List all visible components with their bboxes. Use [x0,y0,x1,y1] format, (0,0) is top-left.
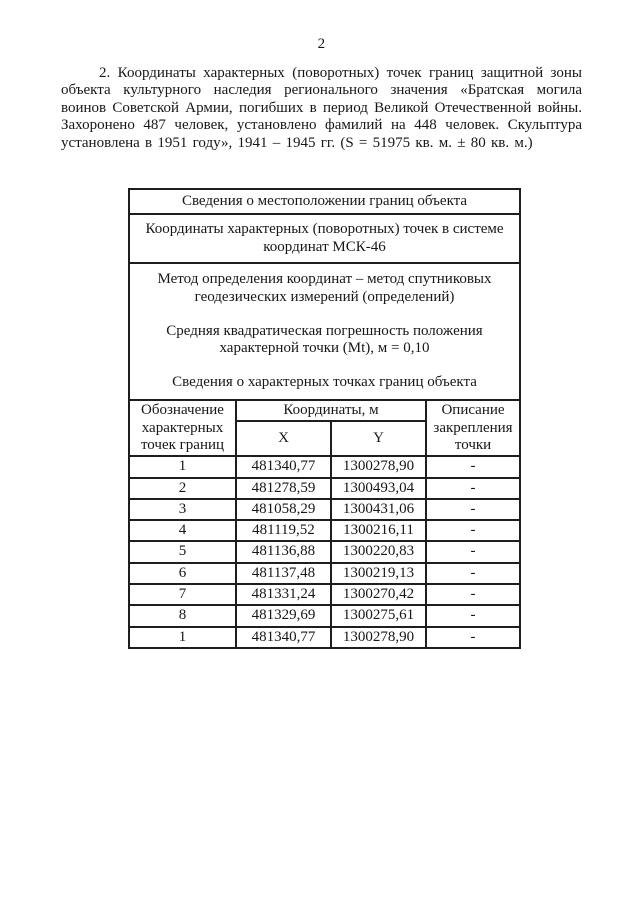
table-title-cell: Сведения о местоположении границ объекта [127,188,522,215]
table-title-row: Сведения о местоположении границ объекта [127,188,522,215]
boundaries-table-wrap: Сведения о местоположении границ объекта… [127,188,522,649]
description-cell: - [424,476,522,500]
point-row: 1 481340,77 1300278,90 - [128,455,522,479]
method-text: Метод определения координат – метод спут… [157,271,492,305]
point-number-cell: 4 [128,519,237,543]
x-coordinate-cell: 481119,52 [235,519,332,543]
header-y-cell: Y [330,420,427,458]
description-cell: - [424,625,522,649]
header-coordinates-cell: Координаты, м [235,398,427,423]
header-designation-cell: Обозначение характерных точек границ [128,398,237,458]
table-header-row-1: Обозначение характерных точек границ Коо… [128,398,522,458]
table-subtitle-cell: Координаты характерных (поворотных) точе… [127,213,522,264]
body-paragraph: 2. Координаты характерных (поворотных) т… [61,65,582,151]
x-coordinate-cell: 481278,59 [235,476,332,500]
point-row: 7 481331,24 1300270,42 - [128,583,522,607]
y-coordinate-cell: 1300275,61 [330,604,427,628]
point-number-cell: 1 [128,625,237,649]
description-cell: - [424,540,522,564]
description-cell: - [424,519,522,543]
y-coordinate-cell: 1300219,13 [330,561,427,586]
table-info-row: Метод определения координат – метод спут… [127,262,522,401]
description-cell: - [424,561,522,586]
x-coordinate-cell: 481136,88 [235,540,332,564]
point-number-cell: 2 [128,476,237,500]
description-cell: - [424,497,522,522]
table-info-cell: Метод определения координат – метод спут… [127,262,522,401]
y-coordinate-cell: 1300431,06 [330,497,427,522]
point-number-cell: 8 [128,604,237,628]
table-subtitle-row: Координаты характерных (поворотных) точе… [127,213,522,264]
point-row: 8 481329,69 1300275,61 - [128,604,522,628]
table-header-row-2: X Y [129,420,520,458]
point-number-cell: 6 [128,561,237,586]
y-coordinate-cell: 1300270,42 [330,583,427,607]
boundaries-table: Сведения о местоположении границ объекта… [127,188,522,649]
x-coordinate-cell: 481340,77 [235,455,332,479]
point-row: 4 481119,52 1300216,11 - [128,519,522,543]
description-cell: - [424,455,522,479]
header-x-cell: X [235,420,332,458]
y-coordinate-cell: 1300216,11 [330,519,427,543]
page-number: 2 [317,36,326,52]
y-coordinate-cell: 1300278,90 [330,625,427,649]
y-coordinate-cell: 1300220,83 [330,540,427,564]
point-row: 1 481340,77 1300278,90 - [128,625,522,649]
x-coordinate-cell: 481331,24 [235,583,332,607]
y-coordinate-cell: 1300493,04 [330,476,427,500]
description-cell: - [424,583,522,607]
point-row: 3 481058,29 1300431,06 - [128,497,522,522]
point-number-cell: 3 [128,497,237,522]
x-coordinate-cell: 481329,69 [235,604,332,628]
x-coordinate-cell: 481340,77 [235,625,332,649]
point-row: 6 481137,48 1300219,13 - [128,561,522,586]
description-cell: - [424,604,522,628]
point-number-cell: 1 [128,455,237,479]
point-number-cell: 7 [128,583,237,607]
x-coordinate-cell: 481058,29 [235,497,332,522]
point-number-cell: 5 [128,540,237,564]
y-coordinate-cell: 1300278,90 [330,455,427,479]
points-heading-text: Сведения о характерных точках границ объ… [172,374,477,391]
precision-text: Средняя квадратическая погрешность полож… [166,322,483,357]
header-description-cell: Описание закрепления точки [424,398,522,458]
point-row: 5 481136,88 1300220,83 - [128,540,522,564]
x-coordinate-cell: 481137,48 [235,561,332,586]
point-row: 2 481278,59 1300493,04 - [128,476,522,500]
